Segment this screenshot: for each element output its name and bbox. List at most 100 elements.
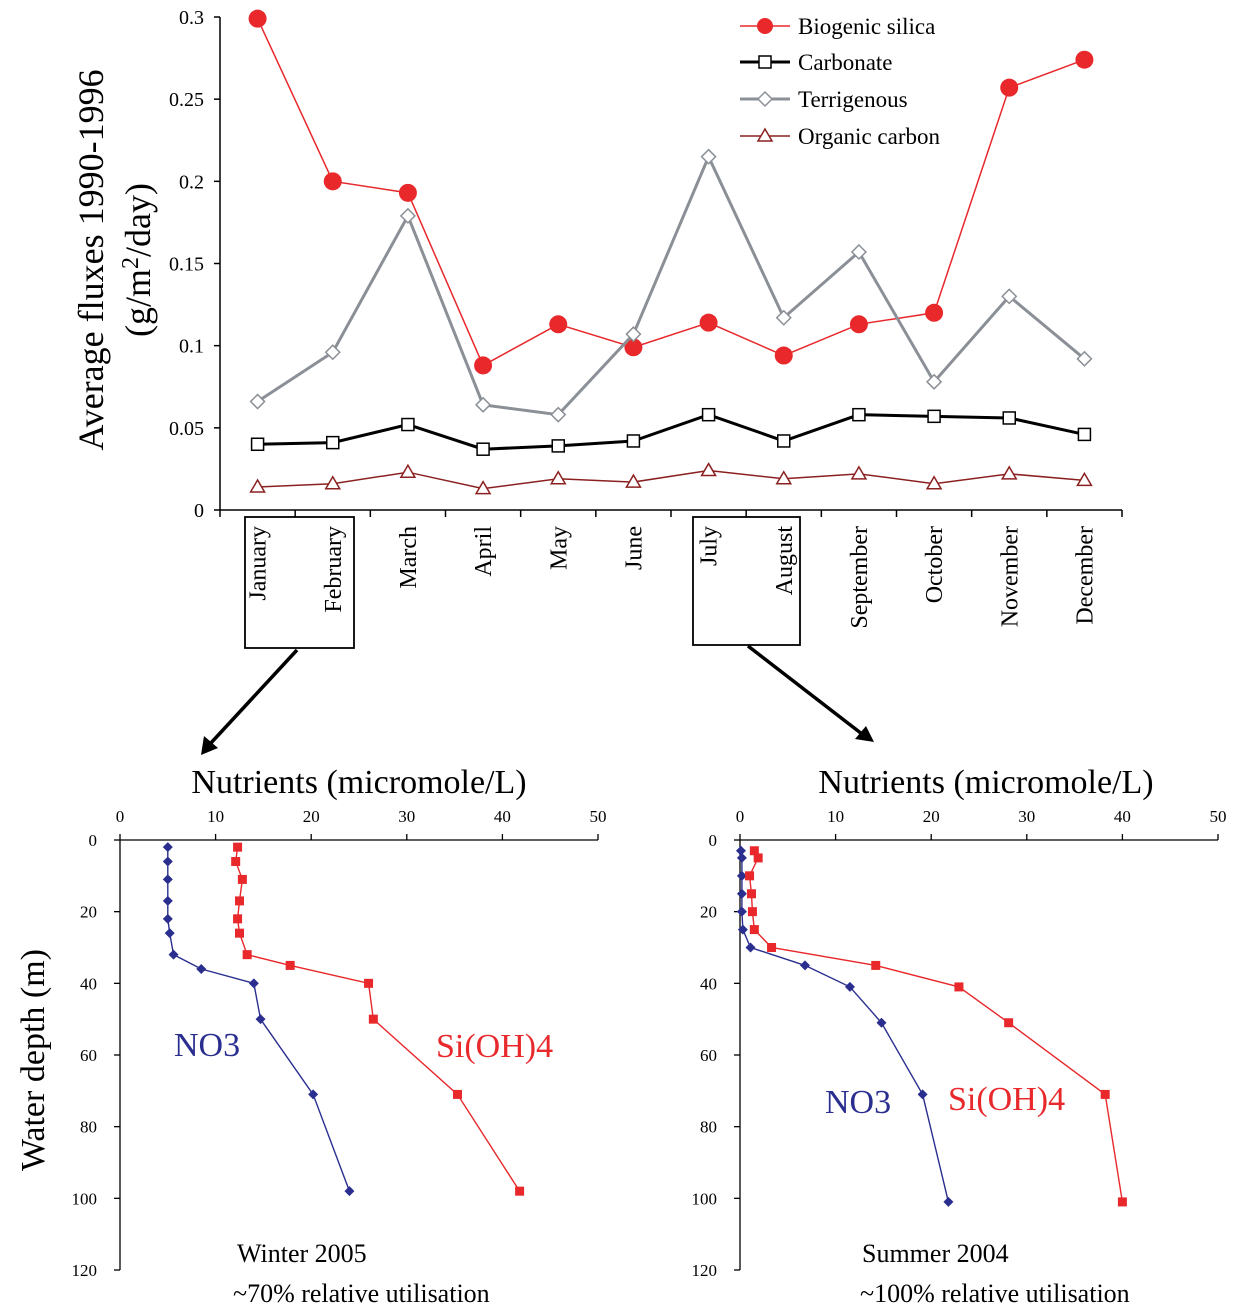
summer-y-tick-label: 60	[700, 1046, 717, 1065]
summer-y-tick-label: 40	[700, 974, 717, 993]
summer-series-no3	[735, 845, 954, 1207]
summer-point-no3	[736, 852, 747, 863]
summer-point-si-oh-4	[1100, 1089, 1110, 1099]
point-terrigenous	[249, 393, 266, 410]
point-biogenic-silica	[925, 303, 944, 322]
summer-series-si-oh-4	[745, 846, 1127, 1207]
svg-text:Organic carbon: Organic carbon	[798, 124, 940, 149]
point-biogenic-silica	[1075, 50, 1094, 69]
point-biogenic-silica	[849, 315, 868, 334]
point-terrigenous	[399, 207, 416, 224]
series-carbonate	[250, 407, 1092, 456]
winter-point-no3	[308, 1089, 319, 1100]
winter-series-no3	[162, 842, 355, 1197]
summer-point-no3	[943, 1196, 954, 1207]
summer-profile-chart: Nutrients (micromole/L) 0 10 20 30 40 50 0 20 40…	[692, 764, 1227, 1308]
summer-x-tick-label: 0	[736, 807, 745, 826]
summer-y-tick-label: 120	[692, 1261, 718, 1280]
legend-item-terrigenous: Terrigenous	[740, 87, 908, 112]
summer-y-tick-label: 80	[700, 1118, 717, 1137]
winter-months-box	[244, 516, 355, 649]
summer-y-tick-label: 20	[700, 903, 717, 922]
winter-x-tick-label: 0	[116, 807, 125, 826]
winter-point-si-oh-4	[233, 914, 243, 924]
point-biogenic-silica	[248, 9, 267, 28]
winter-y-tick-label: 60	[80, 1046, 97, 1065]
point-carbonate	[250, 437, 265, 452]
winter-series-si-oh-4	[231, 842, 525, 1196]
summer-x-tick-label: 30	[1018, 807, 1035, 826]
point-terrigenous	[775, 309, 792, 326]
point-biogenic-silica	[699, 313, 718, 332]
winter-point-si-oh-4	[231, 857, 241, 866]
flux-y-tick-label: 0.15	[169, 254, 204, 276]
series-organic-carbon	[249, 462, 1093, 495]
arrow-to-winter	[201, 648, 299, 755]
summer-point-no3	[735, 845, 746, 856]
summer-x-tick-label: 10	[827, 807, 844, 826]
winter-title: Nutrients (micromole/L)	[191, 764, 526, 801]
month-label-april: April	[471, 526, 497, 577]
point-terrigenous	[1076, 350, 1093, 367]
summer-point-si-oh-4	[1117, 1197, 1127, 1207]
winter-point-si-oh-4	[242, 950, 252, 960]
summer-point-si-oh-4	[747, 907, 757, 917]
point-organic-carbon	[850, 465, 868, 480]
point-biogenic-silica	[398, 183, 417, 202]
summer-no3-label: NO3	[825, 1084, 891, 1121]
winter-x-tick-label: 40	[494, 807, 511, 826]
winter-point-no3	[248, 978, 259, 989]
point-organic-carbon	[625, 473, 642, 488]
month-label-january: January	[246, 526, 272, 601]
point-biogenic-silica	[1000, 78, 1019, 97]
point-organic-carbon	[399, 463, 417, 478]
point-terrigenous	[1001, 288, 1018, 305]
winter-point-si-oh-4	[237, 874, 247, 884]
month-label-may: May	[546, 526, 572, 570]
winter-point-no3	[162, 856, 173, 867]
point-terrigenous	[475, 396, 492, 413]
winter-caption-line2: ~70% relative utilisation	[233, 1279, 490, 1308]
point-organic-carbon	[1000, 465, 1018, 480]
svg-text:Terrigenous: Terrigenous	[798, 87, 908, 112]
month-label-september: September	[847, 526, 873, 629]
summer-point-si-oh-4	[954, 982, 964, 992]
point-biogenic-silica	[774, 346, 793, 365]
point-organic-carbon	[775, 470, 793, 485]
winter-y-tick-label: 80	[80, 1118, 97, 1137]
winter-x-tick-label: 30	[398, 807, 415, 826]
summer-point-no3	[736, 906, 747, 917]
winter-point-si-oh-4	[368, 1014, 378, 1024]
summer-point-si-oh-4	[753, 853, 763, 863]
winter-point-si-oh-4	[364, 978, 374, 988]
summer-point-si-oh-4	[767, 943, 777, 952]
series-line-biogenic-silica	[256, 18, 1085, 367]
summer-sioh4-label: Si(OH)4	[948, 1081, 1065, 1118]
point-organic-carbon	[249, 478, 266, 493]
legend-item-organic-carbon: Organic carbon	[740, 124, 940, 149]
arrow-to-summer	[746, 644, 874, 742]
summer-point-si-oh-4	[871, 960, 881, 970]
summer-x-tick-label: 50	[1210, 807, 1227, 826]
flux-y-tick-label: 0	[194, 500, 204, 522]
summer-x-tick-label: 20	[923, 807, 940, 826]
winter-sioh4-label: Si(OH)4	[436, 1028, 553, 1065]
month-label-february: February	[321, 526, 347, 613]
summer-y-tick-label: 0	[709, 831, 718, 850]
summer-point-si-oh-4	[749, 846, 759, 856]
winter-y-tick-label: 100	[72, 1189, 98, 1208]
point-carbonate	[777, 434, 791, 448]
winter-x-tick-label: 10	[207, 807, 224, 826]
point-organic-carbon	[549, 470, 567, 485]
point-terrigenous	[625, 326, 642, 343]
winter-y-tick-label: 120	[72, 1261, 98, 1280]
winter-y-tick-label: 40	[80, 974, 97, 993]
winter-point-no3	[164, 928, 175, 939]
summer-caption-line1: Summer 2004	[862, 1239, 1009, 1268]
legend-item-carbonate: Carbonate	[740, 50, 893, 75]
summer-point-no3	[736, 888, 747, 899]
month-label-november: November	[997, 526, 1023, 627]
flux-chart: Average fluxes 1990-1996 (g/m2/day) 0 0.0…	[71, 7, 1123, 755]
summer-point-no3	[917, 1089, 928, 1100]
winter-point-no3	[162, 895, 173, 906]
